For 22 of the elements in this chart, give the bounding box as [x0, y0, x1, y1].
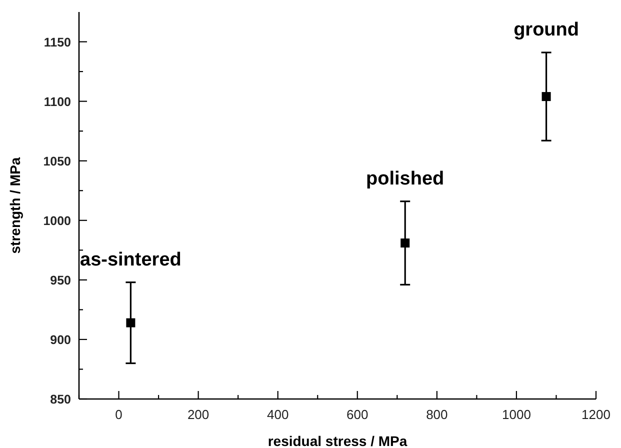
y-tick-label: 1150	[44, 35, 72, 50]
x-tick-label: 0	[115, 407, 122, 422]
x-tick-label: 200	[187, 407, 210, 422]
y-tick-label: 1100	[44, 94, 72, 109]
y-tick-label: 1050	[43, 154, 72, 168]
point	[400, 238, 410, 248]
y-axis-title: strength / MPa	[7, 157, 23, 254]
x-axis-title: residual stress / MPa	[268, 433, 408, 448]
y-tick-label: 1000	[43, 214, 72, 228]
point	[542, 92, 551, 102]
annotation: polished	[366, 168, 444, 190]
x-tick-label: 800	[426, 407, 448, 422]
y-tick-label: 900	[50, 332, 72, 347]
x-tick-label: 1000	[502, 407, 531, 422]
y-tick-label: 850	[50, 392, 72, 406]
y-tick-label: 950	[50, 273, 72, 288]
x-tick-label: 600	[346, 407, 368, 422]
point	[126, 318, 136, 328]
x-tick-label: 1200	[582, 407, 610, 422]
annotation: ground	[514, 20, 580, 40]
x-tick-label: 400	[266, 407, 289, 422]
annotation: as-sintered	[80, 249, 182, 270]
